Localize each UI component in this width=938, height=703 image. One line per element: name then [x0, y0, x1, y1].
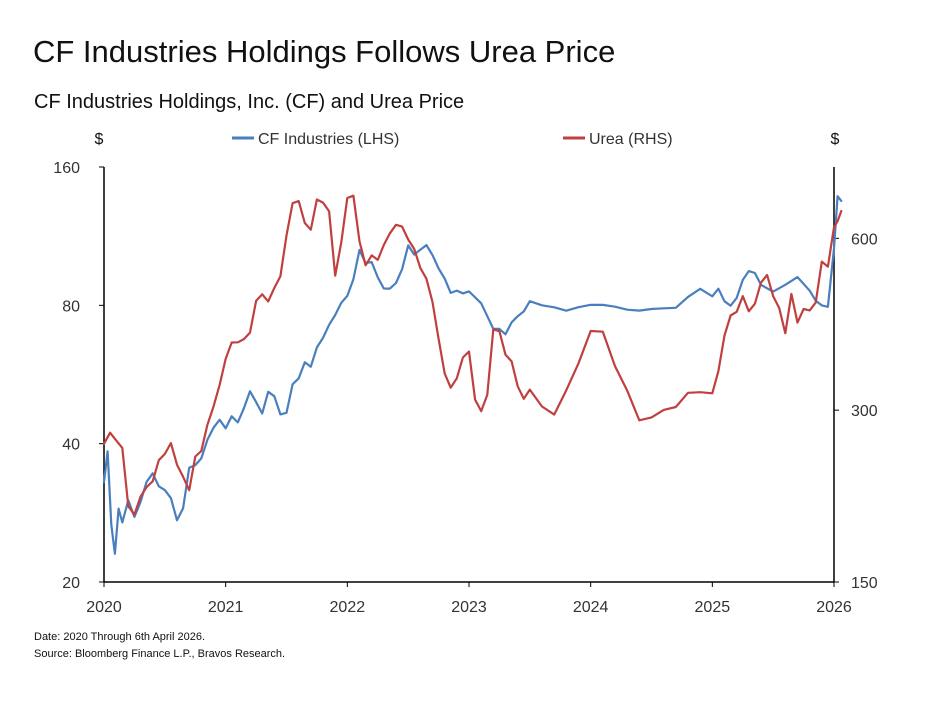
- right-tick-label: 300: [851, 403, 878, 420]
- left-tick-label: 40: [62, 437, 80, 454]
- right-tick-label: 600: [851, 231, 878, 248]
- legend-label: Urea (RHS): [589, 131, 673, 148]
- x-tick-label: 2024: [573, 599, 609, 616]
- x-tick-label: 2022: [330, 599, 366, 616]
- left-axis-unit: $: [95, 131, 104, 148]
- chart-title: CF Industries Holdings Follows Urea Pric…: [33, 34, 616, 69]
- series-line-urea: [102, 194, 843, 516]
- right-axis-unit: $: [831, 131, 840, 148]
- right-tick-label: 150: [851, 575, 878, 592]
- legend-label: CF Industries (LHS): [258, 131, 399, 148]
- left-tick-label: 80: [62, 298, 80, 315]
- left-tick-label: 160: [53, 160, 80, 177]
- chart-subtitle: CF Industries Holdings, Inc. (CF) and Ur…: [34, 91, 465, 113]
- date-note: Date: 2020 Through 6th April 2026.: [34, 631, 206, 643]
- left-tick-label: 20: [62, 575, 80, 592]
- x-tick-label: 2021: [208, 599, 244, 616]
- x-tick-label: 2023: [451, 599, 487, 616]
- axes: 20 40 80 160 150 300 600 2020 2021 2022 2023 2024 20…: [53, 131, 878, 616]
- legend: CF Industries (LHS) Urea (RHS): [232, 131, 673, 148]
- series-line-cf-industries: [102, 195, 843, 555]
- x-tick-label: 2026: [816, 599, 852, 616]
- x-tick-label: 2020: [86, 599, 122, 616]
- source-note: Source: Bloomberg Finance L.P., Bravos R…: [34, 648, 286, 660]
- x-tick-label: 2025: [695, 599, 731, 616]
- series-layer: [102, 194, 843, 555]
